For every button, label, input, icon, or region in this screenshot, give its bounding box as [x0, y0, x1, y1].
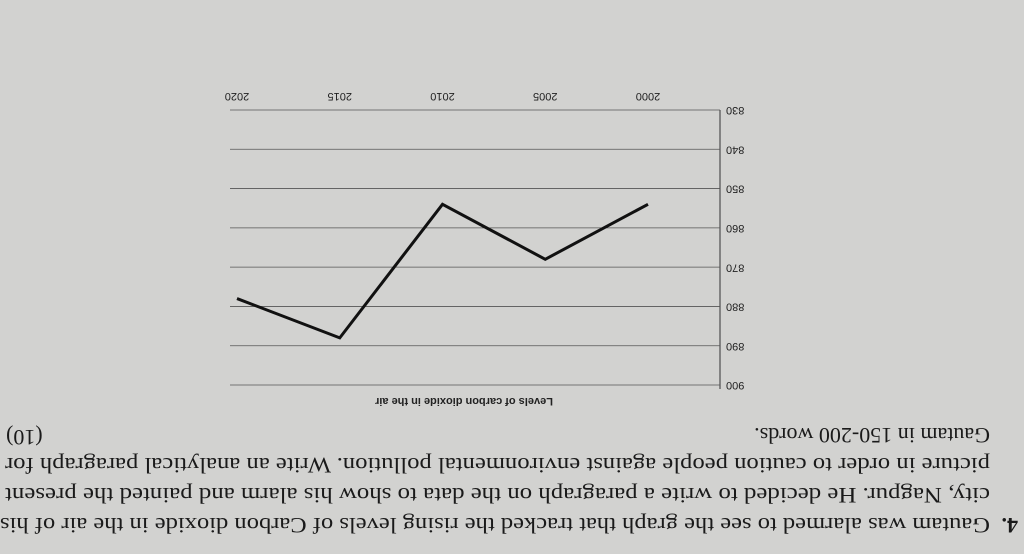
question-number: 4.: [1002, 513, 1019, 538]
question-line: city, Nagpur. He decided to write a para…: [5, 483, 990, 508]
y-tick-label: 900: [726, 379, 744, 391]
x-tick-label: 2000: [636, 90, 660, 102]
x-tick-label: 2005: [533, 90, 557, 102]
data-line: [236, 202, 649, 340]
y-tick-label: 890: [726, 340, 744, 352]
y-tick-label: 850: [726, 183, 744, 195]
question-line: Gautam in 150-200 words.: [754, 423, 990, 448]
chart-title: Levels of carbon dioxide in the air: [374, 395, 553, 407]
question-line: Gautam was alarmed to see the graph that…: [0, 513, 990, 538]
page-content: 4. Gautam was alarmed to see the graph t…: [0, 90, 1018, 538]
question-line: picture in order to caution people again…: [4, 453, 990, 478]
y-tick-label: 860: [726, 222, 744, 234]
x-tick-label: 2020: [225, 90, 249, 102]
y-tick-label: 830: [726, 104, 744, 116]
x-tick-label: 2010: [430, 90, 454, 102]
y-tick-label: 870: [726, 261, 744, 273]
marks: (10): [6, 425, 43, 450]
x-tick-label: 2015: [328, 90, 352, 102]
y-tick-label: 840: [726, 143, 744, 155]
y-tick-label: 880: [726, 301, 744, 313]
